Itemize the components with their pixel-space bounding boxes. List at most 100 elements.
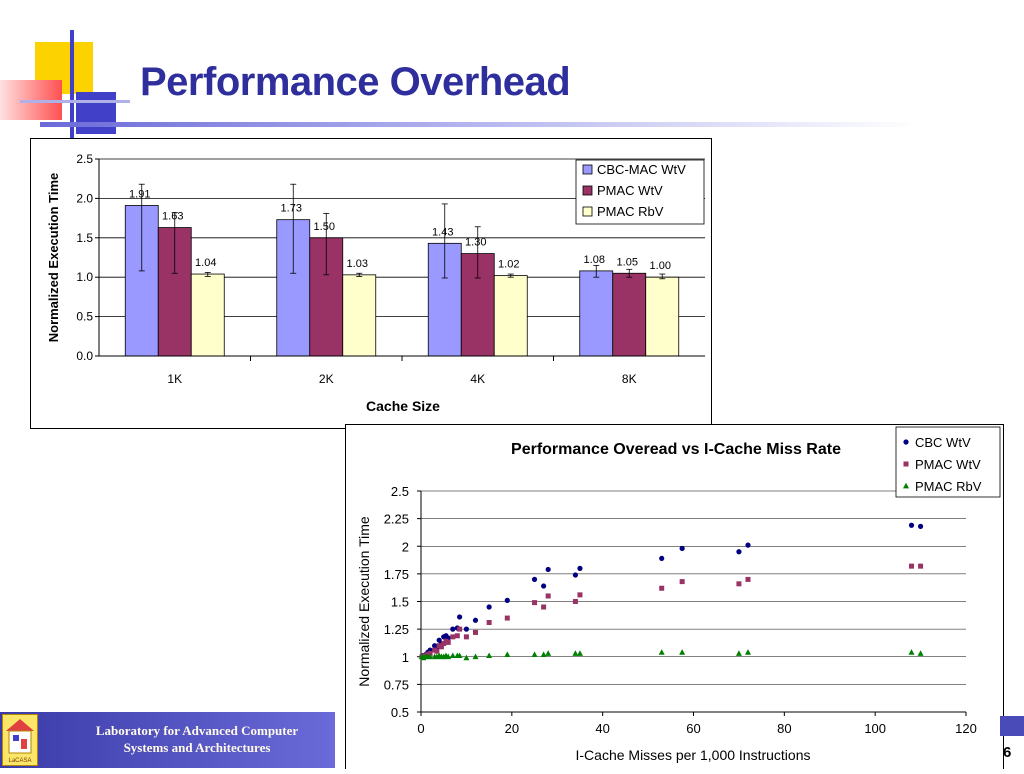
lab-logo: LaCASA: [2, 714, 38, 766]
data-point: [917, 523, 924, 529]
deco-horizontal-line: [20, 100, 130, 103]
x-tick-label: 80: [777, 721, 791, 736]
y-tick-label: 1.5: [76, 231, 93, 245]
data-point: [463, 634, 469, 640]
bar: [579, 270, 614, 357]
legend-swatch: [582, 164, 593, 175]
data-label: 1.73: [281, 203, 302, 215]
data-point: [463, 654, 470, 661]
page-number: 6: [1003, 744, 1012, 761]
legend-marker: [903, 482, 909, 489]
data-point: [745, 576, 751, 582]
data-point: [576, 650, 583, 656]
data-label: 1.50: [314, 221, 335, 233]
data-point: [449, 652, 456, 659]
data-label: 1.43: [432, 226, 453, 238]
x-tick-label: 8K: [622, 372, 637, 386]
legend: CBC-MAC WtV PMAC WtV PMAC RbV: [575, 159, 705, 225]
data-point: [679, 545, 685, 552]
data-point: [463, 626, 470, 632]
data-label: 1.00: [650, 260, 671, 272]
x-axis-title: I-Cache Misses per 1,000 Instructions: [576, 747, 811, 763]
data-point: [473, 629, 478, 635]
data-point: [450, 626, 456, 632]
data-point: [457, 614, 463, 620]
legend-label: CBC-MAC WtV: [597, 162, 686, 177]
data-point: [445, 653, 452, 660]
data-point: [745, 649, 751, 655]
data-point: [577, 592, 583, 598]
y-tick-label: 1.75: [384, 567, 409, 582]
data-point: [504, 651, 511, 657]
legend-label: PMAC WtV: [915, 457, 981, 472]
footer-right-accent: [1000, 716, 1024, 736]
legend-swatch: [582, 206, 593, 217]
legend-marker: [903, 439, 909, 445]
data-point: [472, 653, 479, 660]
data-point: [679, 579, 685, 585]
legend-label: PMAC RbV: [915, 479, 982, 494]
x-tick-label: 0: [417, 721, 424, 736]
data-point: [659, 555, 665, 562]
y-tick-label: 1: [402, 650, 409, 665]
y-tick-label: 1.0: [76, 270, 93, 284]
data-point: [917, 650, 924, 656]
legend-swatch: [582, 185, 593, 196]
data-label: 1.05: [617, 256, 638, 268]
x-tick-label: 1K: [167, 372, 182, 386]
data-point: [572, 572, 579, 578]
footer-line-2: Systems and Architectures: [123, 740, 271, 755]
footer-bar: [0, 712, 335, 768]
y-tick-label: 2.5: [76, 152, 93, 166]
x-tick-label: 120: [955, 721, 977, 736]
data-point: [434, 648, 440, 654]
bar-chart-panel: 0.0 0.5 1.0 1.5 2.0 2.5 1.91 1.63 1.04 1K 1.73 1.50…: [30, 138, 712, 429]
footer-lab-name: Laboratory for Advanced Computer Systems…: [62, 722, 332, 756]
scatter-chart: Performance Overead vs I-Cache Miss Rate…: [356, 426, 1001, 763]
series-square: [419, 563, 924, 660]
series-triangle: [418, 649, 924, 661]
data-point: [918, 563, 924, 569]
data-point: [908, 649, 915, 655]
data-point: [572, 650, 579, 656]
title-rule: [40, 122, 920, 127]
data-point: [456, 652, 463, 659]
data-point: [472, 617, 479, 623]
data-point: [450, 634, 456, 640]
y-tick-label: 2.5: [391, 484, 409, 499]
deco-blue-square: [76, 92, 116, 134]
data-point: [736, 581, 742, 587]
y-tick-label: 0.5: [76, 310, 93, 324]
chart-title: Performance Overead vs I-Cache Miss Rate: [511, 441, 841, 458]
data-point: [531, 576, 538, 582]
data-point: [735, 650, 742, 656]
data-point: [504, 615, 510, 621]
data-point: [427, 650, 433, 656]
data-point: [545, 650, 552, 656]
data-label: 1.30: [465, 237, 486, 249]
x-tick-label: 2K: [319, 372, 334, 386]
bar: [190, 273, 225, 357]
data-point: [532, 600, 538, 606]
y-tick-label: 2.25: [384, 512, 409, 527]
bar: [493, 275, 528, 357]
data-point: [454, 633, 460, 639]
legend-label: PMAC WtV: [597, 183, 663, 198]
y-tick-label: 0.0: [76, 349, 93, 363]
y-tick-label: 2.0: [76, 191, 93, 205]
y-tick-label: 1.5: [391, 595, 409, 610]
data-point: [504, 597, 510, 603]
bar: [342, 274, 377, 357]
data-point: [541, 604, 547, 610]
data-point: [909, 563, 914, 569]
x-tick-label: 100: [864, 721, 886, 736]
data-point: [659, 585, 665, 591]
x-axis-title: Cache Size: [366, 398, 440, 414]
slide-title: Performance Overhead: [140, 60, 571, 104]
data-point: [577, 565, 583, 571]
data-point: [427, 653, 434, 660]
legend-box: [575, 159, 705, 225]
x-tick-label: 40: [595, 721, 609, 736]
bar: [645, 276, 680, 357]
data-label: 1.02: [498, 259, 519, 271]
